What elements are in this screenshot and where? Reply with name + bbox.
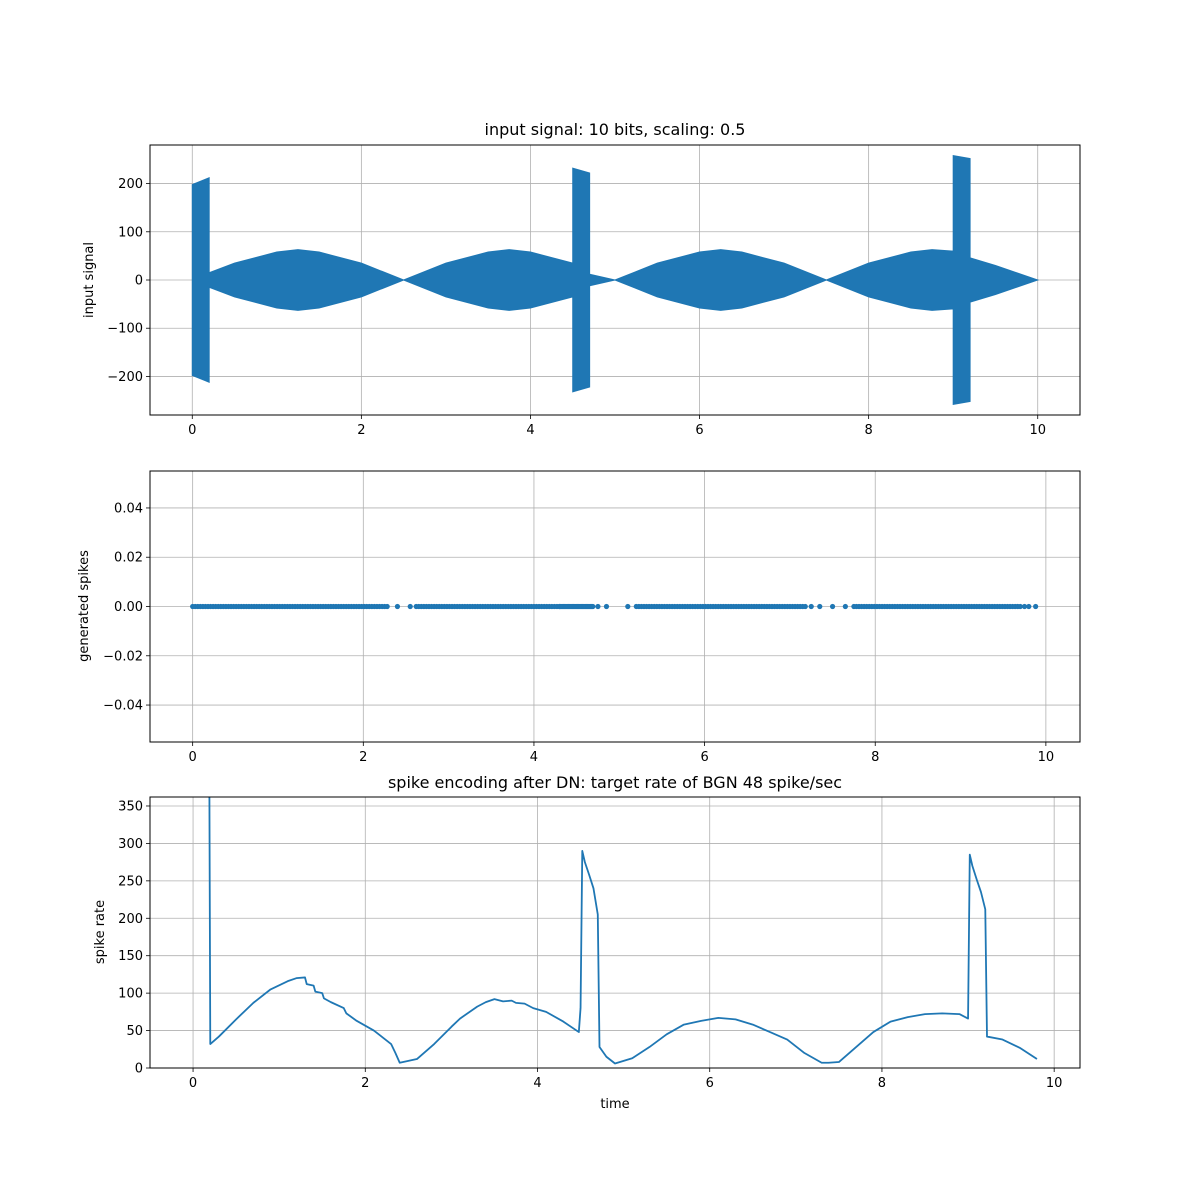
spike-point — [842, 603, 848, 610]
spike-point — [1017, 603, 1023, 610]
y-tick-label: 100 — [118, 225, 143, 240]
y-tick-label: −100 — [107, 322, 143, 337]
x-tick-label: 10 — [1038, 750, 1055, 765]
input-signal-subplot: input signal: 10 bits, scaling: 0.5 inpu… — [82, 120, 1081, 438]
input-signal-series — [191, 155, 1040, 405]
x-tick-label: 0 — [189, 750, 197, 765]
x-tick-label: 6 — [700, 750, 708, 765]
spike-rate-subplot: spike encoding after DN: target rate of … — [93, 773, 1081, 1112]
spike-rate-ylabel: spike rate — [93, 900, 108, 964]
spike-series — [190, 603, 1039, 610]
input-signal-title: input signal: 10 bits, scaling: 0.5 — [485, 120, 746, 139]
y-tick-label: −0.02 — [103, 649, 143, 664]
spike-point — [1026, 603, 1032, 610]
y-tick-label: 0.04 — [114, 501, 143, 516]
x-tick-label: 10 — [1029, 423, 1046, 438]
x-tick-label: 10 — [1046, 1076, 1063, 1091]
x-tick-label: 2 — [361, 1076, 369, 1091]
x-tick-label: 2 — [357, 423, 365, 438]
x-tick-label: 6 — [706, 1076, 714, 1091]
y-tick-label: 50 — [126, 1024, 143, 1039]
generated-spikes-subplot: generated spikes 0 2 4 6 8 10 −0.04 −0.02 0.00 0.… — [77, 470, 1081, 765]
y-tick-label: −200 — [107, 370, 143, 385]
spike-point — [1033, 603, 1039, 610]
y-tick-label: 300 — [118, 837, 143, 852]
spike-point — [603, 603, 610, 610]
x-tick-label: 8 — [878, 1076, 886, 1091]
spike-point — [407, 603, 413, 610]
spike-point — [817, 603, 823, 610]
spike-point — [802, 603, 808, 610]
spike-point — [829, 603, 836, 610]
spike-point — [394, 603, 401, 610]
spike-rate-title: spike encoding after DN: target rate of … — [388, 773, 842, 792]
y-tick-label: 0.00 — [114, 600, 143, 615]
x-tick-label: 4 — [530, 750, 538, 765]
x-tick-label: 8 — [871, 750, 879, 765]
spike-point — [1021, 603, 1028, 610]
y-tick-label: 0.02 — [114, 551, 143, 566]
generated-spikes-ylabel: generated spikes — [77, 550, 92, 662]
y-tick-label: 250 — [118, 874, 143, 889]
y-tick-label: 350 — [118, 799, 143, 814]
x-tick-label: 2 — [359, 750, 367, 765]
spike-rate-series — [208, 797, 1038, 1065]
spike-point — [595, 603, 601, 610]
spike-point — [384, 603, 390, 610]
x-tick-label: 4 — [533, 1076, 541, 1091]
grid — [150, 797, 1080, 1069]
y-tick-label: −0.04 — [103, 699, 143, 714]
x-tick-label: 6 — [695, 423, 703, 438]
x-tick-label: 0 — [189, 1076, 197, 1091]
spike-rate-xlabel: time — [600, 1097, 629, 1112]
y-tick-label: 150 — [118, 949, 143, 964]
y-tick-label: 200 — [118, 912, 143, 927]
axes-frame — [149, 144, 1081, 416]
x-tick-label: 8 — [864, 423, 872, 438]
x-tick-label: 4 — [526, 423, 534, 438]
spike-point — [590, 603, 596, 610]
y-tick-label: 100 — [118, 987, 143, 1002]
axes-frame — [149, 796, 1081, 1069]
x-tick-label: 0 — [188, 423, 196, 438]
spike-point — [808, 603, 814, 610]
axes-frame — [149, 470, 1081, 743]
spike-point — [625, 603, 631, 610]
y-tick-label: 0 — [135, 274, 143, 289]
y-tick-label: 0 — [135, 1062, 143, 1077]
y-tick-label: 200 — [118, 177, 143, 192]
input-signal-ylabel: input signal — [82, 242, 97, 318]
